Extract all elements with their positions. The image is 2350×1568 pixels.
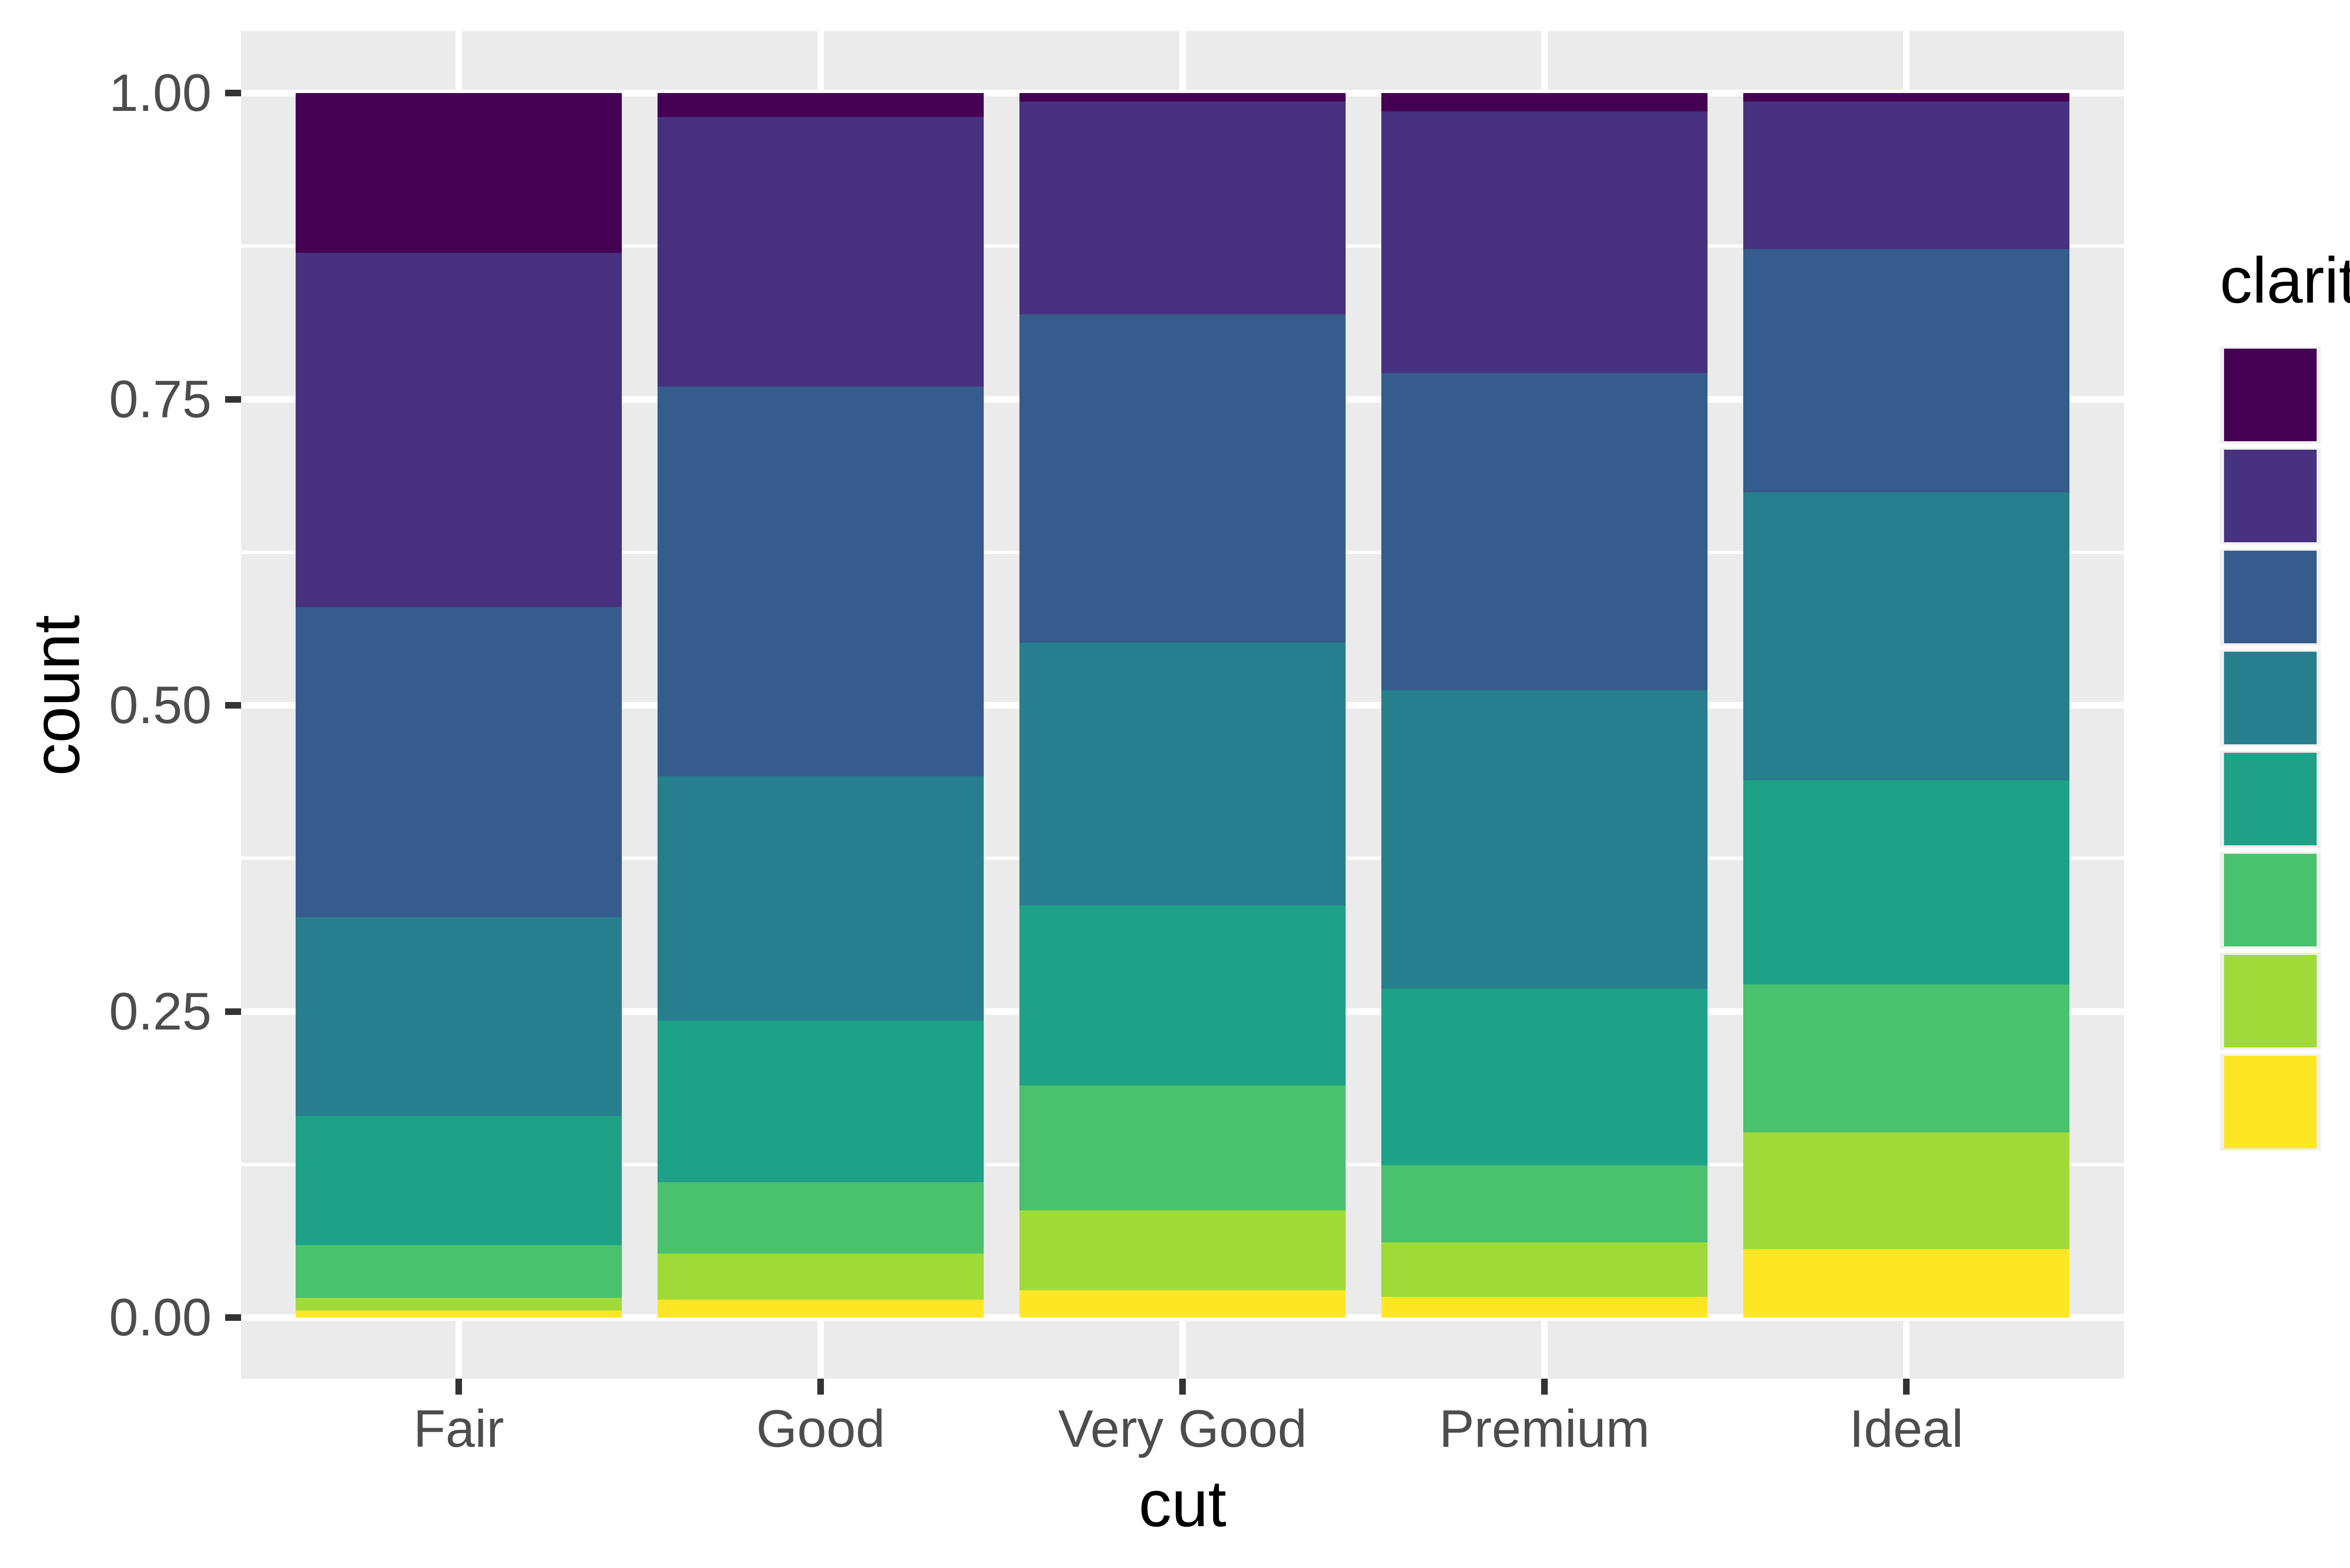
bar-segment-good-vs1 bbox=[658, 1020, 984, 1182]
x-tick-label: Fair bbox=[413, 1399, 504, 1458]
y-axis-tick bbox=[225, 1008, 241, 1015]
legend-swatch-si2 bbox=[2224, 450, 2317, 542]
legend-swatch-i1 bbox=[2224, 349, 2317, 441]
bar-segment-good-vs2 bbox=[658, 776, 984, 1021]
bar-segment-ideal-i1 bbox=[1743, 93, 2069, 101]
bar-segment-fair-if bbox=[296, 1311, 622, 1318]
bar-segment-premium-si2 bbox=[1381, 111, 1708, 373]
bar-segment-very-good-vvs1 bbox=[1019, 1210, 1346, 1291]
y-tick-label: 0.75 bbox=[109, 369, 212, 429]
bar-segment-premium-vvs2 bbox=[1381, 1165, 1708, 1242]
legend-swatch-vs2 bbox=[2224, 652, 2317, 744]
bar-segment-premium-i1 bbox=[1381, 93, 1708, 111]
bar-segment-fair-vs1 bbox=[296, 1116, 622, 1245]
legend-key bbox=[2220, 650, 2321, 747]
bar-segment-good-vvs1 bbox=[658, 1253, 984, 1300]
bar-segment-premium-vs2 bbox=[1381, 690, 1708, 989]
legend-swatch-vvs1 bbox=[2224, 955, 2317, 1047]
bar-segment-fair-si1 bbox=[296, 607, 622, 918]
x-axis-title: cut bbox=[1138, 1467, 1227, 1540]
bar-segment-ideal-vs2 bbox=[1743, 492, 2069, 780]
bar-segment-very-good-si2 bbox=[1019, 101, 1346, 315]
bar-segment-good-i1 bbox=[658, 93, 984, 117]
legend-swatch-if bbox=[2224, 1056, 2317, 1148]
legend-key bbox=[2220, 852, 2321, 949]
x-tick-label: Premium bbox=[1439, 1399, 1650, 1458]
x-axis-tick bbox=[817, 1379, 824, 1395]
y-axis-title: count bbox=[19, 615, 93, 776]
bar-segment-premium-vvs1 bbox=[1381, 1242, 1708, 1297]
x-tick-label: Good bbox=[756, 1399, 885, 1458]
bar-segment-ideal-vvs2 bbox=[1743, 984, 2069, 1132]
bar-segment-very-good-si1 bbox=[1019, 314, 1346, 643]
x-tick-label: Very Good bbox=[1058, 1399, 1307, 1458]
bar-segment-ideal-if bbox=[1743, 1248, 2069, 1318]
y-tick-label: 1.00 bbox=[109, 63, 212, 122]
legend-key bbox=[2220, 751, 2321, 848]
bar-segment-very-good-vs1 bbox=[1019, 905, 1346, 1085]
y-axis-tick bbox=[225, 90, 241, 96]
bar-segment-very-good-i1 bbox=[1019, 93, 1346, 102]
x-axis-tick bbox=[1179, 1379, 1186, 1395]
legend-swatch-si1 bbox=[2224, 551, 2317, 643]
bar-segment-very-good-if bbox=[1019, 1290, 1346, 1318]
bar-segment-very-good-vs2 bbox=[1019, 643, 1346, 905]
y-tick-label: 0.00 bbox=[109, 1288, 212, 1347]
legend-key bbox=[2220, 953, 2321, 1050]
x-tick-label: Ideal bbox=[1849, 1399, 1964, 1458]
x-axis-tick bbox=[455, 1379, 462, 1395]
bar-segment-ideal-si2 bbox=[1743, 101, 2069, 249]
bar-segment-fair-si2 bbox=[296, 252, 622, 607]
bar-segment-premium-vs1 bbox=[1381, 988, 1708, 1165]
bar-segment-good-si2 bbox=[658, 117, 984, 387]
bar-segment-good-si1 bbox=[658, 387, 984, 776]
x-axis-tick bbox=[1541, 1379, 1548, 1395]
legend-key bbox=[2220, 448, 2321, 545]
legend-title: clarity bbox=[2220, 244, 2350, 317]
x-axis-tick bbox=[1903, 1379, 1910, 1395]
y-axis-tick bbox=[225, 702, 241, 709]
legend-key bbox=[2220, 549, 2321, 646]
y-tick-label: 0.50 bbox=[109, 676, 212, 734]
legend-swatch-vs1 bbox=[2224, 753, 2317, 845]
bar-segment-fair-vvs1 bbox=[296, 1297, 622, 1311]
bar-segment-very-good-vvs2 bbox=[1019, 1085, 1346, 1210]
legend-key bbox=[2220, 347, 2321, 444]
bar-segment-good-vvs2 bbox=[658, 1182, 984, 1254]
y-tick-label: 0.25 bbox=[109, 982, 212, 1041]
y-axis-tick bbox=[225, 1314, 241, 1321]
bar-segment-ideal-vs1 bbox=[1743, 780, 2069, 984]
bar-segment-fair-vs2 bbox=[296, 917, 622, 1116]
plot-panel bbox=[241, 31, 2124, 1379]
y-axis-tick bbox=[225, 396, 241, 403]
bar-segment-good-if bbox=[658, 1300, 984, 1318]
bar-segment-fair-i1 bbox=[296, 93, 622, 253]
bar-segment-ideal-si1 bbox=[1743, 249, 2069, 492]
bar-segment-fair-vvs2 bbox=[296, 1245, 622, 1298]
legend-key bbox=[2220, 1054, 2321, 1151]
bar-segment-premium-si1 bbox=[1381, 373, 1708, 691]
legend-swatch-vvs2 bbox=[2224, 854, 2317, 946]
bar-segment-ideal-vvs1 bbox=[1743, 1132, 2069, 1249]
bar-segment-premium-if bbox=[1381, 1297, 1708, 1318]
